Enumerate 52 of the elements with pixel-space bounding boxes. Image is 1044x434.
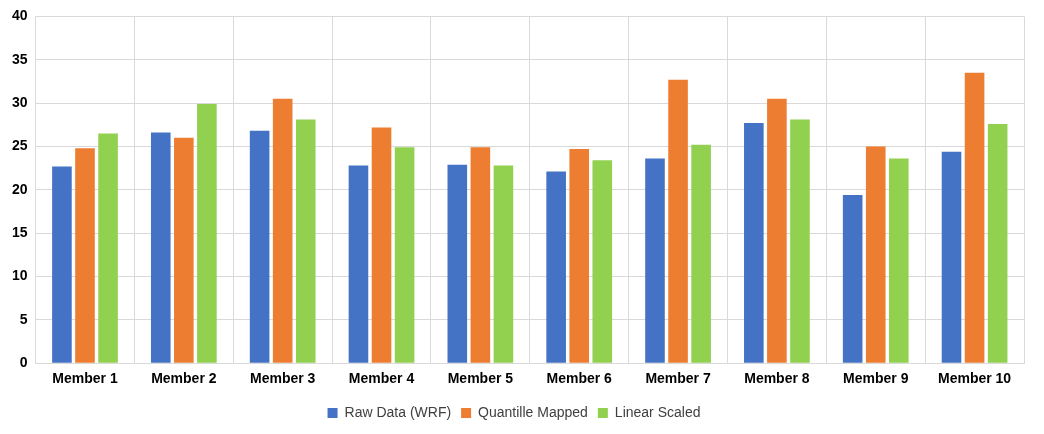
bar [52,166,72,363]
bar [348,165,369,363]
bar [865,146,886,363]
bar [987,123,1008,363]
y-tick-label: 35 [11,50,28,67]
y-tick-label: 5 [19,310,28,327]
bar [295,119,316,363]
x-tick-label: Member 9 [843,370,909,387]
bar [150,132,171,363]
bar [470,147,491,363]
bar [272,98,293,363]
bar [842,195,863,363]
x-tick-label: Member 6 [546,370,613,387]
bar [98,133,118,363]
y-tick-label: 15 [11,224,28,241]
bar [941,151,962,363]
bar [691,144,711,363]
bar [744,123,764,363]
x-tick-label: Member 1 [52,370,118,387]
bar [645,158,665,363]
y-tick-label: 0 [19,354,28,371]
x-tick-label: Member 3 [250,370,316,387]
x-tick-label: Member 10 [938,370,1012,387]
x-tick-label: Member 8 [744,370,810,387]
y-tick-label: 30 [11,93,28,110]
x-tick-label: Member 2 [151,370,217,387]
legend-label: Raw Data (WRF) [344,403,452,420]
bar [569,149,590,363]
y-tick-label: 40 [11,7,28,24]
bar [75,148,95,363]
bar [174,137,194,363]
bar [668,79,688,363]
bar [964,72,985,363]
bar [371,127,392,363]
bar [493,165,514,363]
bar [889,158,909,363]
bar [546,171,566,363]
bar [197,103,217,363]
legend-label: Quantille Mapped [478,403,588,420]
bar [249,130,270,363]
y-tick-label: 20 [11,180,28,197]
x-tick-label: Member 5 [447,370,514,387]
bar [394,147,415,363]
bar [790,119,810,363]
x-tick-label: Member 7 [645,370,711,387]
y-tick-label: 10 [11,267,28,284]
bar [592,160,613,363]
x-tick-label: Member 4 [348,370,415,387]
bar [767,98,787,363]
bar [447,164,468,363]
legend-label: Linear Scaled [614,403,701,420]
y-tick-label: 25 [11,137,28,154]
